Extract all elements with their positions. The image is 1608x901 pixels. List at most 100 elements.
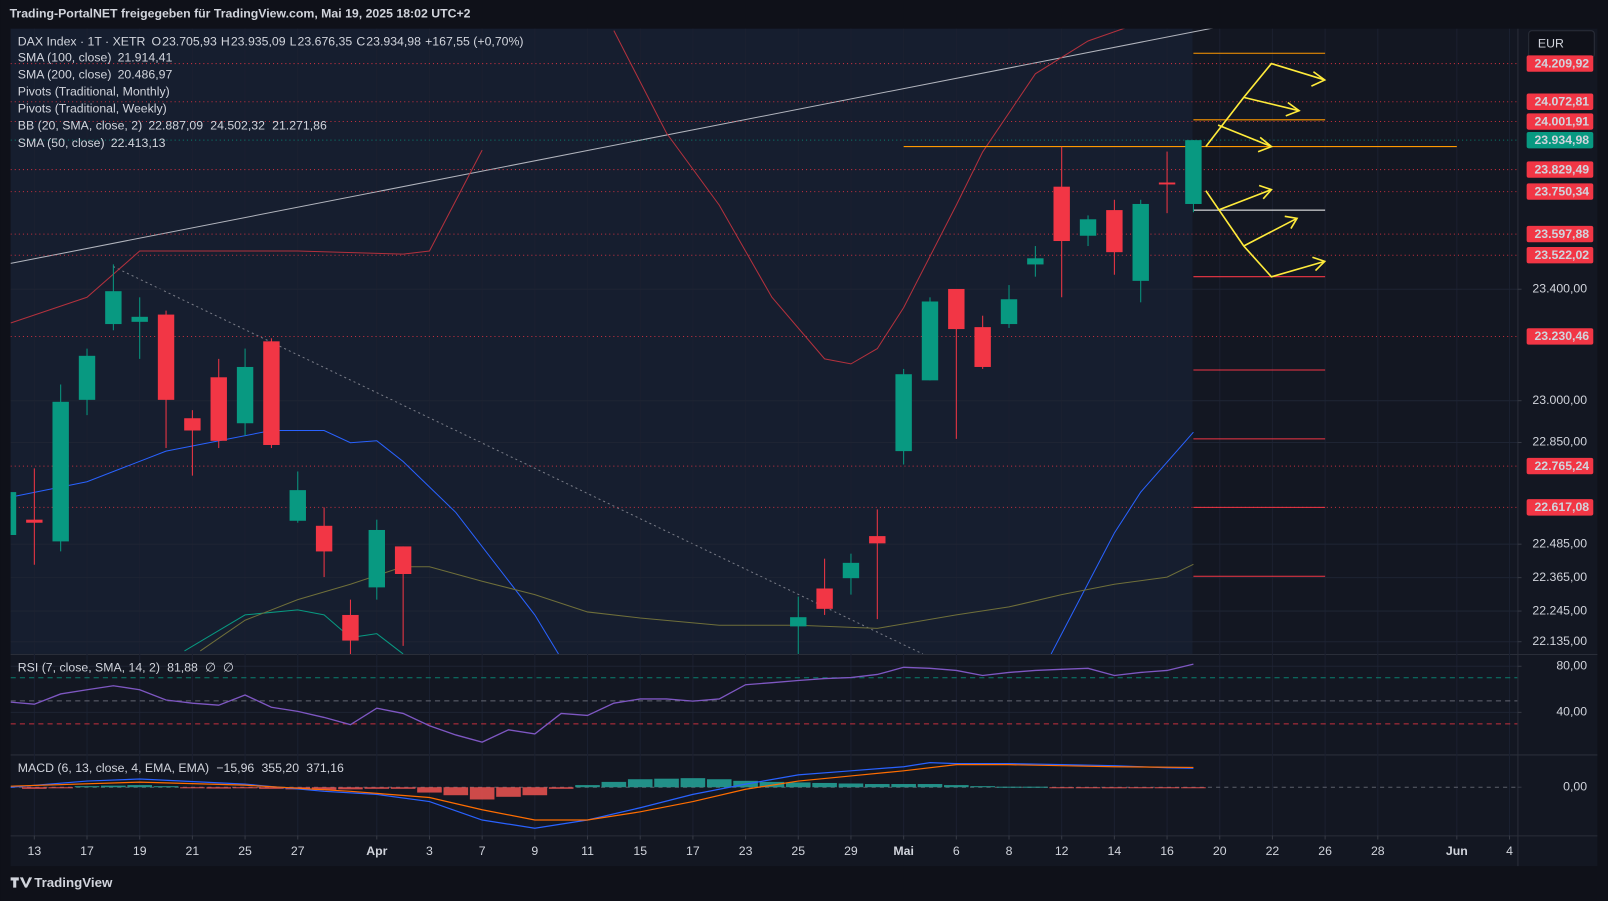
- legend-text: BB (20, SMA, close, 2): [18, 119, 142, 133]
- x-tick-label: 7: [479, 844, 486, 858]
- price-badge-label: 24.001,91: [1534, 114, 1589, 128]
- histogram-bar: [74, 786, 100, 788]
- x-tick-label: 22: [1266, 844, 1280, 858]
- x-tick-label: 17: [686, 844, 700, 858]
- price-badge: [1526, 247, 1594, 264]
- histogram-bar: [443, 787, 469, 796]
- x-tick-label: 28: [1371, 844, 1385, 858]
- x-tick-label: 25: [791, 844, 805, 858]
- histogram-bar: [522, 787, 548, 796]
- legend-text: 371,16: [306, 761, 344, 775]
- legend-text: 24.502,32: [210, 119, 265, 133]
- candle-body: [974, 327, 991, 367]
- candle-body: [1158, 182, 1176, 185]
- candle-body: [1132, 203, 1149, 281]
- price-badge: [1526, 93, 1594, 110]
- histogram-bar: [1075, 787, 1101, 789]
- candle-body: [52, 401, 69, 542]
- histogram-bar: [496, 787, 521, 797]
- histogram-bar: [627, 779, 653, 788]
- legend-text: 355,20: [261, 761, 299, 775]
- legend-text: 23.934,98: [366, 34, 421, 48]
- legend-text: 81,88: [167, 661, 198, 675]
- candle-body: [157, 314, 175, 400]
- arrow-head: [1258, 184, 1273, 200]
- rsi-pane: [10, 663, 1518, 743]
- candle-body: [315, 525, 333, 552]
- x-tick-label: 8: [1006, 844, 1013, 858]
- legend-text: DAX Index · 1T · XETR: [18, 34, 146, 48]
- arrow-head: [1284, 215, 1299, 230]
- candle-body: [26, 519, 43, 523]
- price-badge: [1526, 161, 1594, 178]
- histogram-bar: [601, 781, 627, 788]
- price-badge: [1526, 183, 1594, 200]
- histogram-bar: [153, 786, 179, 788]
- x-tick-label: 20: [1213, 844, 1227, 858]
- candle-body: [368, 529, 385, 588]
- histogram-bar: [917, 784, 943, 788]
- histogram-bar: [127, 785, 153, 788]
- legend-text: 21.271,86: [272, 119, 327, 133]
- arrow-path: [1217, 188, 1272, 211]
- legend-text: SMA (200, close): [18, 68, 112, 82]
- candle-body: [895, 374, 912, 452]
- histogram-bar: [944, 785, 969, 788]
- legend-text: 23.676,35: [298, 34, 353, 48]
- candle-body: [816, 588, 833, 609]
- x-tick-label: 9: [531, 844, 538, 858]
- brand-logo: [10, 877, 33, 888]
- candle-body: [1079, 219, 1097, 236]
- histogram-bar: [1049, 787, 1074, 789]
- legend-text: SMA (100, close): [18, 51, 112, 65]
- x-tick-label: 13: [27, 844, 41, 858]
- indicator-line: [184, 609, 404, 654]
- y-tick-label: 23.000,00: [1532, 393, 1587, 407]
- logo-icon: [10, 877, 33, 888]
- arrow-path: [1243, 217, 1298, 247]
- price-badge: [1526, 131, 1594, 149]
- y-tick-label: 80,00: [1556, 659, 1587, 673]
- price-badge: [1526, 457, 1594, 475]
- candle-body: [263, 341, 280, 445]
- price-badge-label: 23.750,34: [1534, 184, 1589, 198]
- histogram-bar: [1023, 786, 1048, 788]
- legend-text: MACD (6, 13, close, 4, EMA, EMA): [18, 761, 209, 775]
- histogram-bar: [206, 787, 232, 789]
- macd-line: [10, 762, 1194, 829]
- brand: TradingView: [34, 875, 113, 890]
- indicator-line: [10, 28, 1125, 365]
- histogram-bar: [1154, 787, 1180, 789]
- price-badge-label: 23.597,88: [1534, 227, 1589, 241]
- arrow-head: [1257, 136, 1274, 153]
- arrow-path: [1217, 124, 1272, 148]
- arrow-path: [1205, 62, 1325, 148]
- x-tick-label: 15: [633, 844, 647, 858]
- price-badge-label: 23.522,02: [1534, 248, 1589, 262]
- arrow-head: [1285, 101, 1301, 117]
- x-tick-label: 23: [739, 844, 753, 858]
- price-badge: [1526, 225, 1594, 243]
- histogram-bar: [996, 786, 1022, 788]
- arrow-path: [1243, 96, 1300, 112]
- x-tick-label: 16: [1160, 844, 1174, 858]
- legend-text: ∅: [205, 661, 216, 675]
- legend-text: SMA (50, close): [18, 136, 105, 150]
- candle-body: [289, 490, 306, 521]
- candle-body: [184, 418, 201, 431]
- x-tick-label: 17: [80, 844, 94, 858]
- candle-body: [1000, 299, 1018, 325]
- x-tick-label: Mai: [893, 844, 914, 858]
- currency[interactable]: EUR: [1538, 36, 1564, 50]
- histogram-bar: [259, 787, 284, 789]
- candle-body: [948, 288, 965, 330]
- y-tick-label: 23.400,00: [1532, 281, 1587, 295]
- legend-text: L: [290, 34, 297, 48]
- legend-text: 20.486,97: [118, 68, 173, 82]
- x-tick-label: 3: [426, 844, 433, 858]
- x-tick-label: 25: [238, 844, 252, 858]
- histogram-bar: [864, 784, 890, 788]
- histogram-bar: [48, 787, 73, 789]
- legend-text: +167,55 (+0,70%): [425, 34, 523, 48]
- candle-body: [236, 366, 254, 424]
